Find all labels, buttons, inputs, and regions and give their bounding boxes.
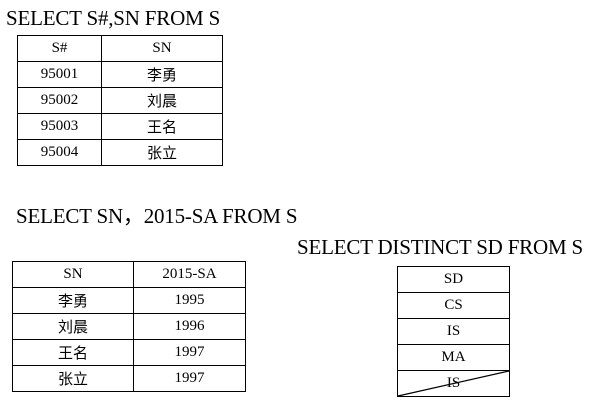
table-row: IS (397, 318, 510, 345)
table-row: 张立 1997 (12, 365, 246, 392)
cell-sn: 李勇 (101, 61, 223, 88)
cell-sn: 王名 (12, 339, 134, 366)
table-row: 95004 张立 (17, 139, 223, 166)
query2-sql: SELECT SN，2015-SA FROM S (16, 204, 298, 228)
table-header-row: SN 2015-SA (12, 261, 246, 288)
cell-sd: CS (397, 292, 510, 319)
query3-result-table: SD CS IS MA IS (397, 266, 510, 397)
column-header-sno: S# (17, 35, 102, 62)
cell-sn: 刘晨 (12, 313, 134, 340)
column-header-sn: SN (101, 35, 223, 62)
removed-duplicate-row: IS (397, 370, 510, 397)
cell-sn: 张立 (101, 139, 223, 166)
cell-birth-year: 1997 (133, 365, 246, 392)
cell-sn: 张立 (12, 365, 134, 392)
table-row: 95003 王名 (17, 113, 223, 140)
query2-result-table: SN 2015-SA 李勇 1995 刘晨 1996 王名 1997 张立 19… (12, 261, 246, 392)
table-row: 刘晨 1996 (12, 313, 246, 340)
cell-sd: MA (397, 344, 510, 371)
cell-sno: 95004 (17, 139, 102, 166)
table-header-row: SD (397, 266, 510, 293)
cell-sn: 刘晨 (101, 87, 223, 114)
cell-sno: 95003 (17, 113, 102, 140)
table-row: 95002 刘晨 (17, 87, 223, 114)
cell-sd: IS (397, 318, 510, 345)
query3-sql: SELECT DISTINCT SD FROM S (297, 235, 583, 259)
table-header-row: S# SN (17, 35, 223, 62)
cell-sn: 王名 (101, 113, 223, 140)
cell-birth-year: 1996 (133, 313, 246, 340)
column-header-sn: SN (12, 261, 134, 288)
table-row: MA (397, 344, 510, 371)
removed-duplicate-value: IS (446, 375, 461, 391)
cell-birth-year: 1995 (133, 287, 246, 314)
cell-sd-struck: IS (397, 370, 510, 397)
table-row: 李勇 1995 (12, 287, 246, 314)
cell-sno: 95001 (17, 61, 102, 88)
cell-sno: 95002 (17, 87, 102, 114)
table-row: 王名 1997 (12, 339, 246, 366)
column-header-sd: SD (397, 266, 510, 293)
cell-sn: 李勇 (12, 287, 134, 314)
query1-result-table: S# SN 95001 李勇 95002 刘晨 95003 王名 95004 张… (17, 35, 223, 166)
table-row: CS (397, 292, 510, 319)
column-header-birth-year: 2015-SA (133, 261, 246, 288)
table-row: 95001 李勇 (17, 61, 223, 88)
query1-sql: SELECT S#,SN FROM S (6, 6, 221, 30)
cell-birth-year: 1997 (133, 339, 246, 366)
